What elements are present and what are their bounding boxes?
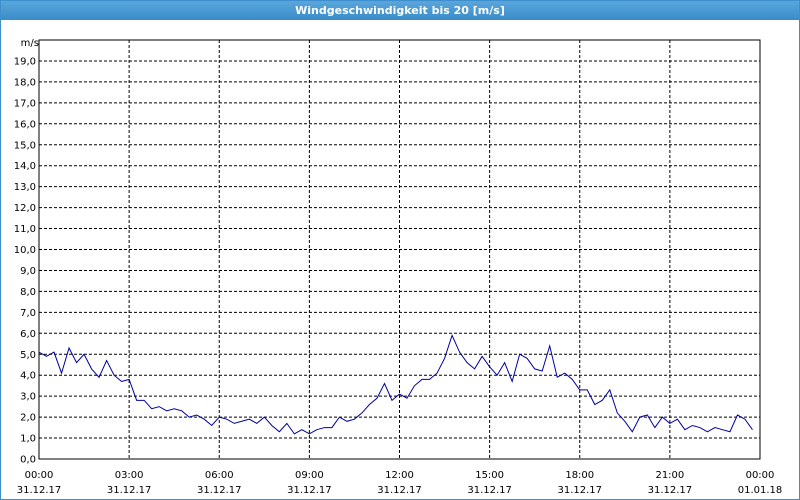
x-tick-date: 31.12.17 bbox=[648, 485, 693, 496]
x-tick-label: 06:00 bbox=[205, 470, 234, 481]
y-tick-label: 9,0 bbox=[20, 266, 36, 277]
y-tick-label: 2,0 bbox=[20, 413, 36, 424]
x-tick-label: 03:00 bbox=[115, 470, 144, 481]
y-tick-label: 14,0 bbox=[14, 161, 36, 172]
y-tick-label: 7,0 bbox=[20, 308, 36, 319]
x-tick-date: 31.12.17 bbox=[557, 485, 602, 496]
y-tick-label: 16,0 bbox=[14, 119, 36, 130]
x-tick-label: 18:00 bbox=[565, 470, 594, 481]
x-tick-label: 15:00 bbox=[475, 470, 504, 481]
chart: m/s 0,0 1,0 2,0 3,0 4,0 5,0 6,0 7,0 8,0 9,0 10,0 11… bbox=[14, 38, 783, 496]
y-tick-label: 4,0 bbox=[20, 371, 36, 382]
x-tick-date: 31.12.17 bbox=[287, 485, 332, 496]
x-tick-date: 31.12.17 bbox=[197, 485, 242, 496]
plot-frame bbox=[38, 39, 761, 460]
y-tick-label: 6,0 bbox=[20, 329, 36, 340]
y-tick-label: 11,0 bbox=[14, 224, 36, 235]
y-tick-label: 12,0 bbox=[14, 203, 36, 214]
x-tick-date: 31.12.17 bbox=[467, 485, 512, 496]
x-tick-date: 31.12.17 bbox=[377, 485, 422, 496]
y-tick-label: 3,0 bbox=[20, 392, 36, 403]
y-tick-label: 17,0 bbox=[14, 98, 36, 109]
x-tick-date: 31.12.17 bbox=[107, 485, 152, 496]
y-tick-label: 1,0 bbox=[20, 434, 36, 445]
x-tick-label: 00:00 bbox=[25, 470, 54, 481]
title-bar: Windgeschwindigkeit bis 20 [m/s] bbox=[1, 1, 799, 20]
x-tick-label: 12:00 bbox=[385, 470, 414, 481]
y-tick-label: 10,0 bbox=[14, 245, 36, 256]
x-tick-label: 09:00 bbox=[295, 470, 324, 481]
x-tick-label: 21:00 bbox=[655, 470, 684, 481]
y-tick-label: 18,0 bbox=[14, 77, 36, 88]
x-tick-label: 00:00 bbox=[746, 470, 775, 481]
x-tick-date: 31.12.17 bbox=[17, 485, 62, 496]
y-tick-label: 8,0 bbox=[20, 287, 36, 298]
x-tick-date: 01.01.18 bbox=[738, 485, 783, 496]
y-tick-label: 15,0 bbox=[14, 140, 36, 151]
y-tick-label: 0,0 bbox=[20, 455, 36, 466]
y-tick-label: 13,0 bbox=[14, 182, 36, 193]
data-line bbox=[38, 334, 753, 435]
y-axis-label: m/s bbox=[21, 38, 39, 49]
y-tick-label: 19,0 bbox=[14, 56, 36, 67]
y-tick-label: 5,0 bbox=[20, 350, 36, 361]
